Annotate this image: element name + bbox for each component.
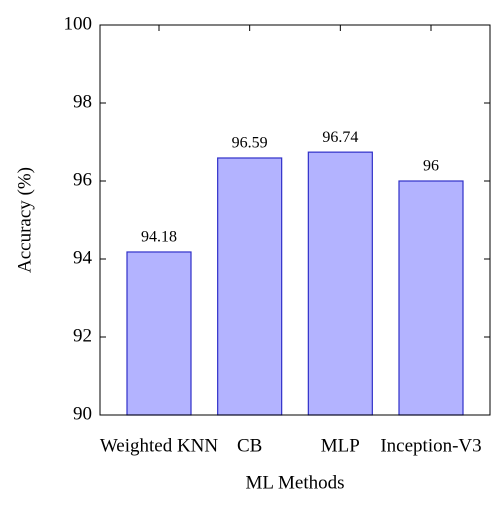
y-tick-label: 98 [73, 91, 92, 112]
x-tick-label: CB [237, 435, 262, 456]
x-axis-label: ML Methods [245, 472, 344, 493]
y-tick-label: 96 [73, 169, 92, 190]
bar [307, 151, 373, 416]
plot-frame [99, 24, 491, 416]
y-tick-label: 90 [73, 403, 92, 424]
value-label: 96.59 [232, 135, 268, 152]
x-tick-label: Inception-V3 [380, 435, 481, 456]
x-tick-label: MLP [321, 435, 360, 456]
y-tick-label: 94 [73, 247, 93, 268]
value-label: 96.74 [322, 129, 358, 146]
value-label: 94.18 [141, 229, 177, 246]
bar [126, 251, 192, 416]
x-tick-label: Weighted KNN [100, 435, 219, 456]
value-label: 96 [423, 158, 439, 175]
y-tick-label: 100 [64, 13, 93, 34]
bar [398, 180, 464, 416]
bar [217, 157, 283, 416]
y-tick-label: 92 [73, 325, 92, 346]
y-axis-label: Accuracy (%) [14, 167, 35, 273]
